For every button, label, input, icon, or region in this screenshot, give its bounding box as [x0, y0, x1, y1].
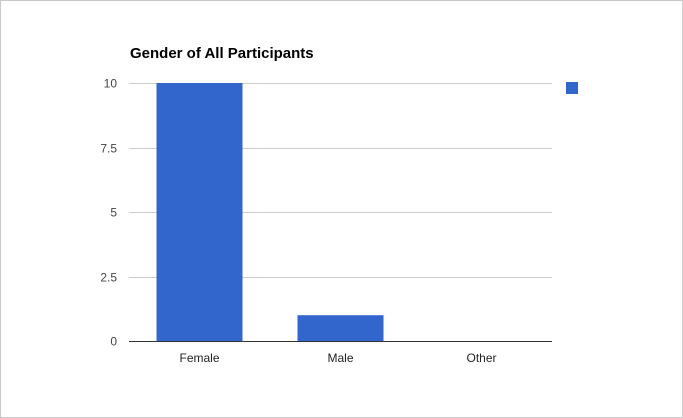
x-tick-label: Other [466, 351, 496, 365]
y-tick-label: 7.5 [100, 142, 117, 156]
x-axis-ticks: Female Male Other [179, 351, 496, 365]
legend [566, 82, 578, 94]
bar-female [156, 83, 243, 341]
bar-male [297, 315, 384, 341]
chart-title: Gender of All Participants [130, 45, 314, 62]
y-axis-ticks: 0 2.5 5 7.5 10 [100, 77, 117, 349]
legend-swatch [566, 82, 578, 94]
y-tick-label: 5 [110, 206, 117, 220]
y-tick-label: 0 [110, 335, 117, 349]
bars [156, 83, 384, 341]
y-tick-label: 2.5 [100, 271, 117, 285]
x-tick-label: Male [327, 351, 353, 365]
x-tick-label: Female [179, 351, 219, 365]
y-tick-label: 10 [104, 77, 118, 91]
